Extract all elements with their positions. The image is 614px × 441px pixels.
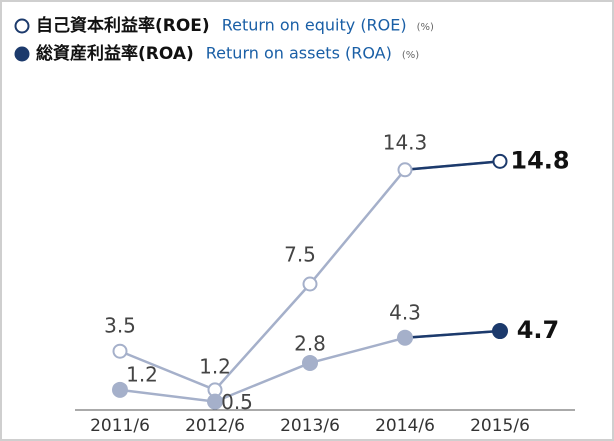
data-label: 1.2 [199, 354, 231, 378]
x-tick-label: 2013/6 [280, 416, 340, 436]
x-tick-label: 2015/6 [470, 416, 530, 436]
data-label: 2.8 [294, 331, 326, 355]
legend-unit: (%) [417, 22, 434, 33]
legend-unit: (%) [402, 50, 419, 61]
data-label: 7.5 [284, 243, 316, 267]
point [207, 393, 223, 410]
point [112, 343, 128, 359]
line-highlight [404, 160, 501, 172]
data-label: 4.7 [517, 316, 560, 344]
data-label: 14.3 [383, 130, 428, 154]
data-label: 4.3 [389, 300, 421, 324]
legend-label: 総資産利益率(ROA) [36, 43, 194, 64]
legend-label: 自己資本利益率(ROE) [36, 15, 210, 36]
x-tick-label: 2012/6 [185, 416, 245, 436]
point [492, 323, 508, 340]
point [397, 329, 413, 346]
point [492, 153, 508, 169]
x-tick-label: 2014/6 [375, 416, 435, 436]
point [302, 276, 318, 292]
legend-icon [14, 18, 30, 34]
data-label: 3.5 [104, 314, 136, 338]
point [112, 381, 128, 398]
data-label: 0.5 [221, 390, 253, 414]
line-highlight [404, 329, 501, 340]
legend-label-en: Return on equity (ROE) [222, 16, 407, 35]
legend-label-en: Return on assets (ROA) [206, 44, 392, 63]
point [302, 354, 318, 371]
data-label: 14.8 [510, 146, 569, 174]
point [397, 162, 413, 178]
x-tick-label: 2011/6 [90, 416, 150, 436]
legend-icon [14, 46, 30, 62]
data-label: 1.2 [126, 362, 158, 386]
